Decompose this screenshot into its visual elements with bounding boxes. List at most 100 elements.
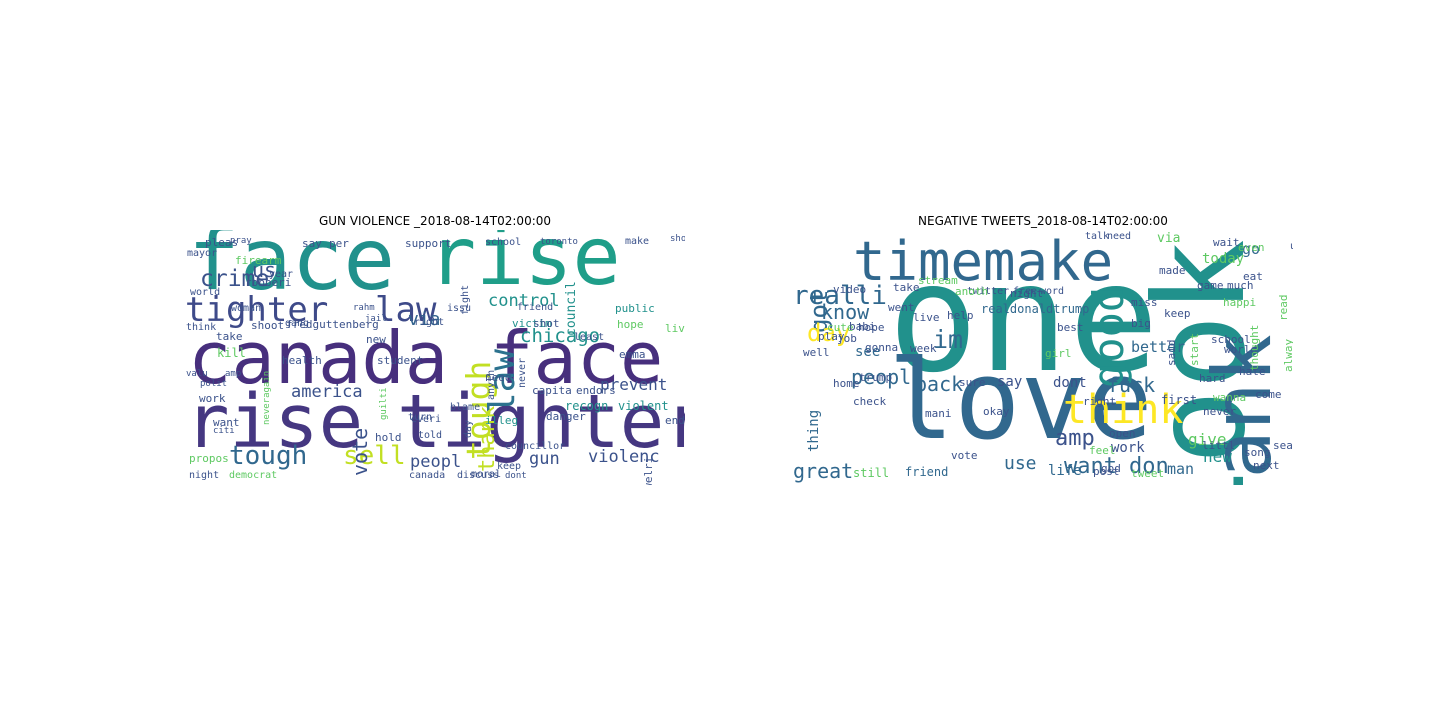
gun-violence-word: america <box>291 382 363 402</box>
negative-tweets-word: read <box>1277 294 1290 322</box>
chart-title-gun-violence: GUN VIOLENCE _2018-08-14T02:00:00 <box>318 214 552 228</box>
negative-tweets-word: okay <box>983 405 1010 418</box>
gun-violence-word: moral <box>471 469 502 480</box>
negative-tweets-word: babi <box>849 320 876 333</box>
negative-tweets-word: thought <box>1248 324 1261 372</box>
negative-tweets-word: well <box>803 346 830 359</box>
gun-violence-word: amp <box>225 369 242 379</box>
negative-tweets-word: come <box>1255 388 1282 401</box>
negative-tweets-word: play <box>818 330 845 343</box>
negative-tweets-word: stream <box>918 274 958 287</box>
negative-tweets-word: first <box>1161 393 1198 407</box>
negative-tweets-word: use <box>1004 453 1037 474</box>
gun-violence-word: capita <box>532 384 572 397</box>
negative-tweets-word: hope <box>858 321 885 334</box>
gun-violence-word: democrat <box>229 470 278 481</box>
gun-violence-word: end <box>665 414 685 427</box>
negative-tweets-word: new <box>1203 447 1232 466</box>
negative-tweets-word: night <box>1010 287 1044 300</box>
negative-tweets-word: littl <box>1202 439 1236 452</box>
gun-violence-word: health <box>282 354 322 367</box>
gun-violence-word: turn <box>408 412 433 423</box>
negative-tweets-word: tweet <box>1131 467 1165 480</box>
gun-violence-word: show <box>670 234 685 244</box>
negative-tweets-word: back <box>915 372 964 396</box>
gun-violence-word: anyth <box>486 369 497 400</box>
negative-tweets-word: world <box>1224 343 1258 356</box>
chart-title-negative-tweets: NEGATIVE TWEETS_2018-08-14T02:00:00 <box>918 214 1168 228</box>
negative-tweets-word: one <box>888 232 1159 406</box>
gun-violence-word: vote <box>348 427 372 476</box>
gun-violence-word: recogn <box>565 399 609 413</box>
negative-tweets-word: eat <box>1243 270 1263 283</box>
gun-violence-word: citi <box>213 426 235 436</box>
gun-violence-word: council <box>564 280 579 336</box>
negative-tweets-word: school <box>1211 333 1251 346</box>
gun-violence-word: rise <box>185 379 364 465</box>
gun-violence-word: jewelri <box>642 456 655 485</box>
negative-tweets-word: best <box>1057 321 1084 334</box>
negative-tweets-word: work <box>1111 440 1145 456</box>
negative-tweets-word: right <box>1083 395 1117 408</box>
gun-violence-word: keep <box>497 461 522 472</box>
gun-violence-word: fight <box>460 284 471 315</box>
negative-tweets-word: give <box>1188 430 1227 449</box>
gun-violence-word: canada <box>188 316 449 400</box>
gun-violence-word: gang <box>285 318 310 329</box>
gun-violence-word: least <box>574 332 605 343</box>
word-cloud-negative-tweets: one love look thank timemake think im good reall… <box>793 230 1293 485</box>
negative-tweets-word: don <box>1129 454 1169 479</box>
gun-violence-word: everi <box>411 414 442 425</box>
gun-violence-word: night <box>189 470 220 481</box>
negative-tweets-word: realdonaldtrump <box>981 302 1090 316</box>
negative-tweets-word: keep <box>1164 307 1191 320</box>
negative-tweets-word: god <box>1101 462 1121 475</box>
negative-tweets-word: day <box>807 319 851 347</box>
negative-tweets-word: check <box>853 395 887 408</box>
negative-tweets-word: video <box>833 283 867 296</box>
gun-violence-word: take <box>216 330 243 343</box>
gun-violence-word: never <box>517 357 528 388</box>
negative-tweets-word: game <box>1197 279 1224 292</box>
gun-violence-word: public <box>615 302 655 315</box>
gun-violence-word: emma <box>619 348 646 361</box>
gun-violence-word: rahm <box>353 303 375 313</box>
gun-violence-word: polit <box>200 379 228 389</box>
gun-violence-word: told <box>418 430 443 441</box>
gun-violence-word: valu <box>186 369 208 379</box>
negative-tweets-word: week <box>910 342 937 355</box>
negative-tweets-word: love <box>888 336 1153 464</box>
gun-violence-word: dont <box>505 471 527 481</box>
gun-violence-word: face <box>490 316 664 400</box>
negative-tweets-word: hard <box>1199 372 1226 385</box>
negative-tweets-word: realli <box>793 281 887 311</box>
negative-tweets-word: amp <box>1055 426 1095 451</box>
negative-tweets-word: sure <box>959 376 986 389</box>
negative-tweets-word: still <box>853 466 890 480</box>
gun-violence-word: violent <box>618 399 669 413</box>
gun-violence-word: canada <box>409 470 446 481</box>
word-cloud-gun-violence: face rise canada face rise tighter tighter law c… <box>185 230 685 485</box>
negative-tweets-word: help <box>947 309 974 322</box>
gun-violence-word: live <box>665 322 685 335</box>
negative-tweets-word: girl <box>1045 347 1072 360</box>
negative-tweets-word: big <box>1131 317 1151 330</box>
negative-tweets-word: life <box>1048 463 1082 479</box>
negative-tweets-word: today <box>1202 251 1245 267</box>
gun-violence-word: neveragain <box>262 370 272 425</box>
negative-tweets-word: gonna <box>865 341 899 354</box>
negative-tweets-word: next <box>1253 459 1280 472</box>
gun-violence-word: pleas <box>205 236 239 249</box>
negative-tweets-word: job <box>837 332 857 345</box>
negative-tweets-word: never <box>1203 405 1237 418</box>
gun-violence-word: chicago <box>520 325 601 347</box>
negative-tweets-word: need <box>1107 231 1132 242</box>
gun-violence-word: issu <box>447 303 472 314</box>
gun-violence-word: want <box>213 416 240 429</box>
gun-violence-word: per <box>329 237 349 250</box>
gun-violence-word: propos <box>189 452 229 465</box>
negative-tweets-word: even <box>1238 241 1265 254</box>
negative-tweets-word: trump <box>859 371 893 384</box>
gun-violence-word: world <box>190 287 221 298</box>
negative-tweets-word: start <box>1188 332 1201 366</box>
